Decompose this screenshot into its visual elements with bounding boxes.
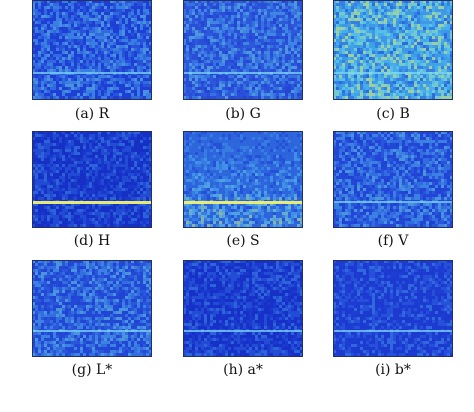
heatmap-frame (333, 0, 453, 100)
heatmap-b (333, 0, 453, 100)
heatmap-v (333, 131, 453, 228)
horizontal-line-feature (183, 330, 303, 332)
panel-b (333, 0, 453, 100)
panel-a (183, 260, 303, 357)
heatmap-frame (32, 260, 152, 357)
caption-a: (h) a* (223, 362, 263, 378)
caption-h: (d) H (73, 233, 111, 249)
caption-s: (e) S (226, 233, 260, 249)
heatmap-frame (32, 0, 152, 100)
caption-v: (f) V (377, 233, 409, 249)
heatmap-frame (183, 131, 303, 228)
heatmap-frame (333, 131, 453, 228)
heatmap-frame (183, 260, 303, 357)
panel-h (32, 131, 152, 228)
heatmap-frame (333, 260, 453, 357)
horizontal-line-feature (333, 201, 453, 203)
horizontal-line-feature (183, 72, 303, 74)
panel-l (32, 260, 152, 357)
panel-r (32, 0, 152, 100)
horizontal-line-feature (333, 72, 453, 74)
panel-b-star (333, 260, 453, 357)
heatmap-h (32, 131, 152, 228)
horizontal-line-feature (32, 330, 152, 332)
horizontal-line-feature (32, 201, 152, 204)
panel-v (333, 131, 453, 228)
caption-b-star: (i) b* (375, 362, 411, 378)
panel-g (183, 0, 303, 100)
heatmap-a (183, 260, 303, 357)
heatmap-frame (183, 0, 303, 100)
heatmap-b-star (333, 260, 453, 357)
caption-r: (a) R (74, 106, 110, 122)
caption-g: (b) G (225, 106, 261, 122)
panel-s (183, 131, 303, 228)
horizontal-line-feature (333, 330, 453, 332)
caption-l: (g) L* (71, 362, 113, 378)
heatmap-s (183, 131, 303, 228)
horizontal-line-feature (183, 201, 303, 204)
heatmap-r (32, 0, 152, 100)
heatmap-frame (32, 131, 152, 228)
heatmap-l (32, 260, 152, 357)
heatmap-g (183, 0, 303, 100)
horizontal-line-feature (32, 72, 152, 74)
caption-b: (c) B (376, 106, 410, 122)
